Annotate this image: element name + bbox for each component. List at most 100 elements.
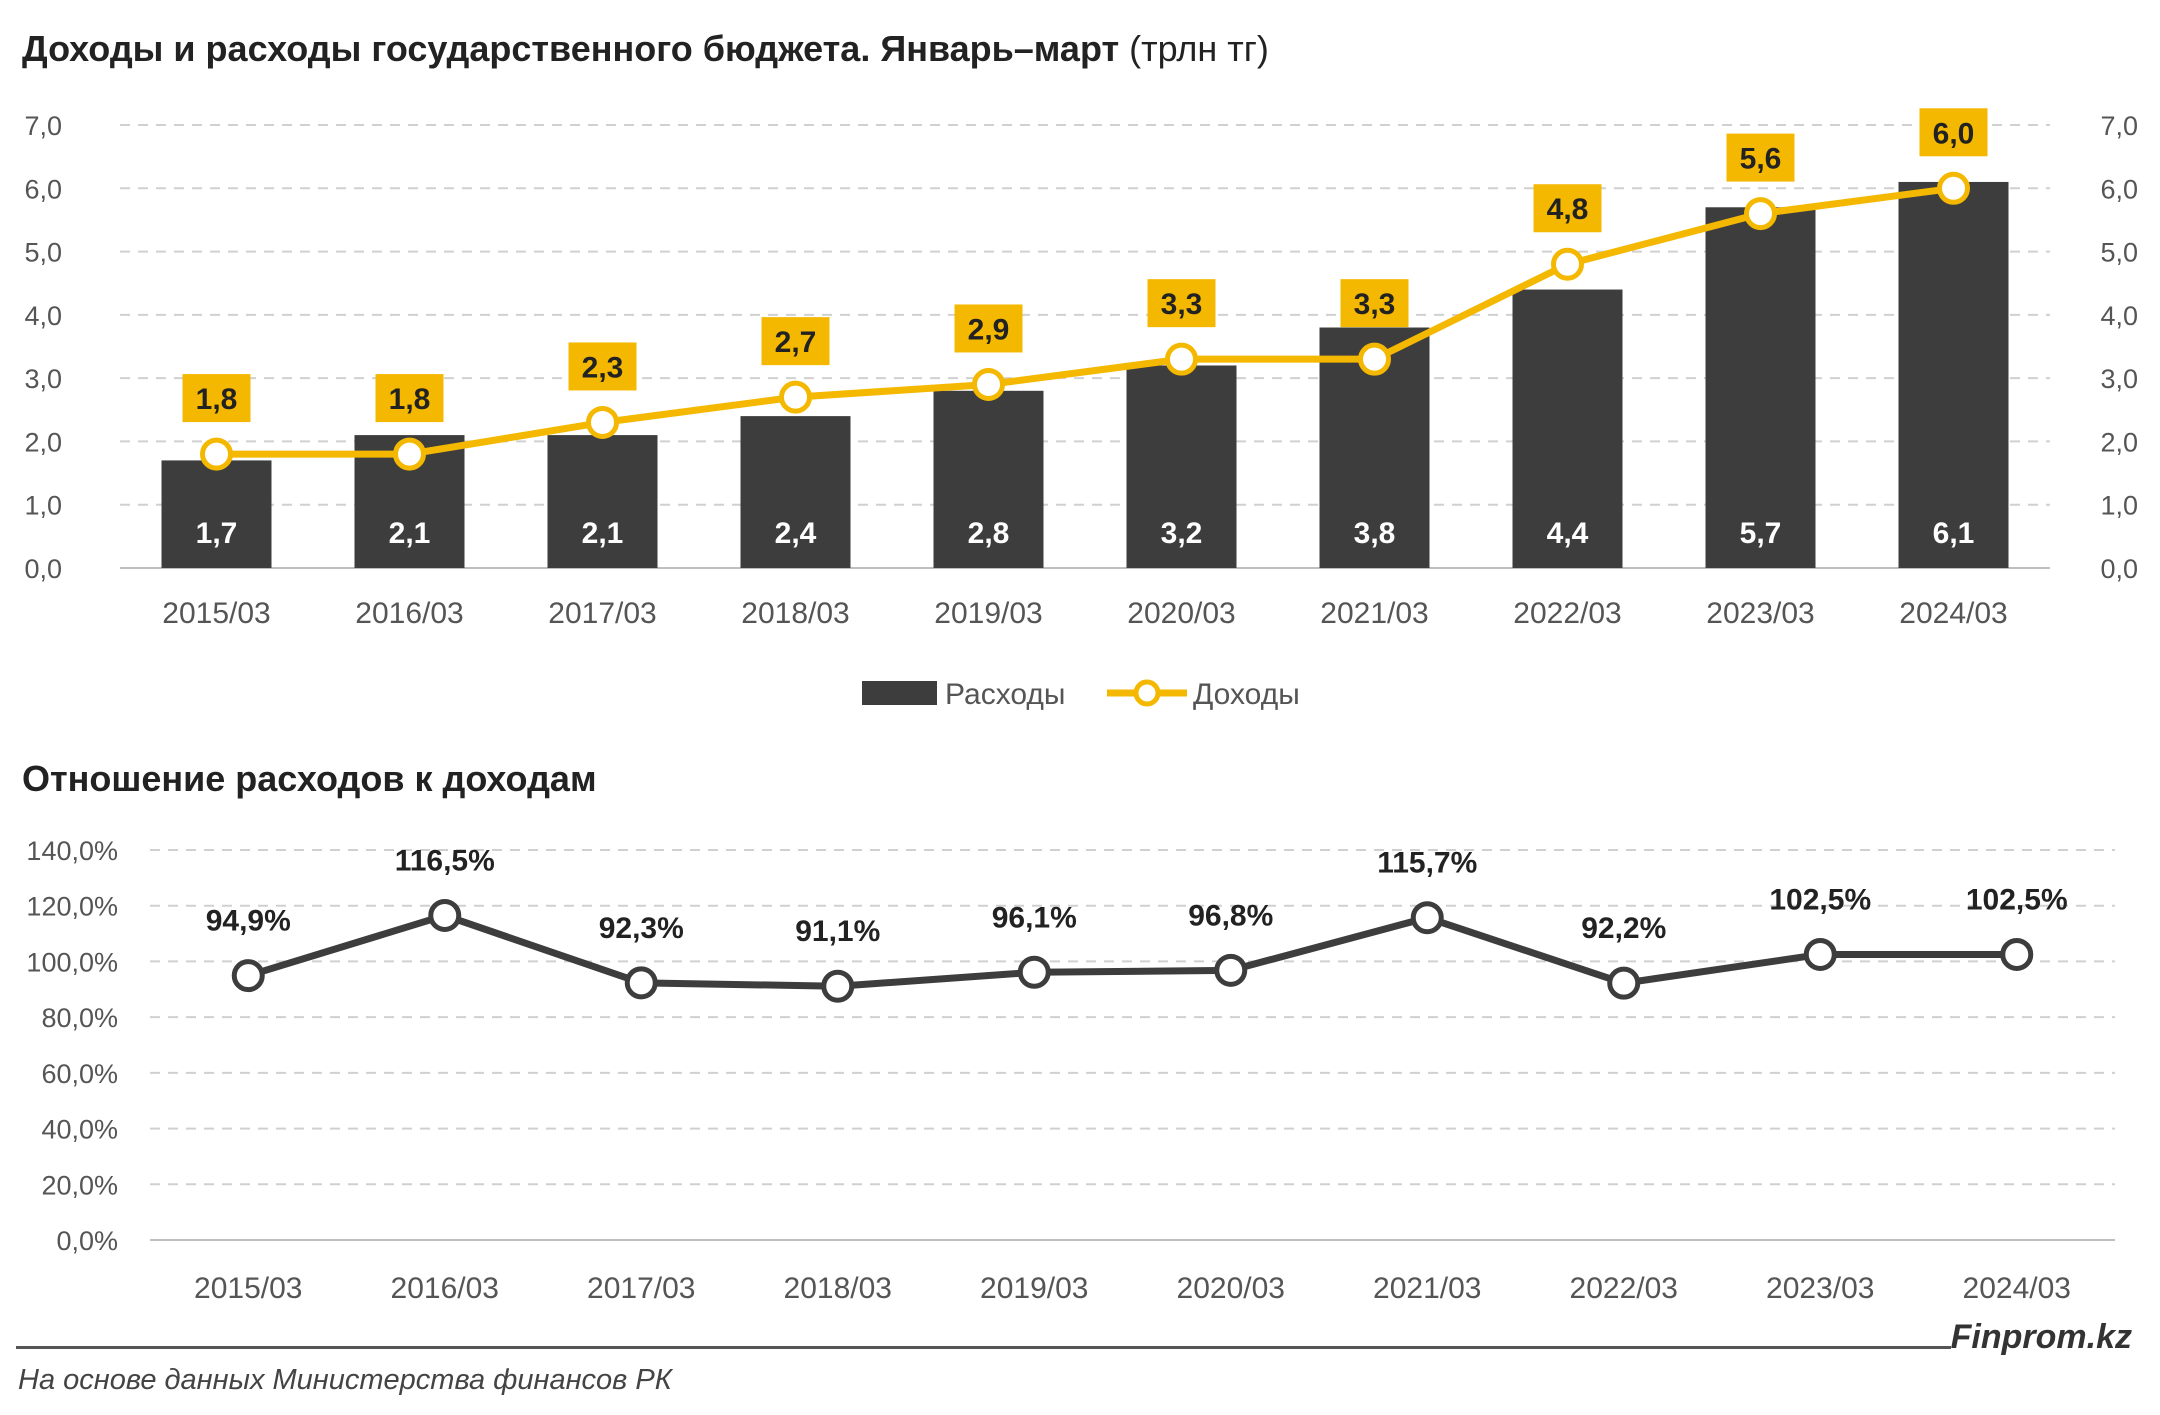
line-value-label: 2,9	[968, 313, 1010, 346]
y-tick-label-left: 5,0	[24, 238, 62, 268]
x-tick-label: 2024/03	[1899, 597, 2007, 630]
line-point-ratio	[231, 959, 265, 993]
legend-label-expenses: Расходы	[945, 678, 1065, 711]
y-tick-label-left: 2,0	[24, 427, 62, 457]
y-tick-label-left: 4,0	[24, 301, 62, 331]
ratio-value-label: 115,7%	[1377, 847, 1477, 880]
x-tick-label: 2020/03	[1177, 1272, 1285, 1305]
line-label-box	[1726, 133, 1795, 182]
bar-expenses	[547, 435, 658, 568]
legend-label-revenues: Доходы	[1193, 678, 1300, 711]
line-point-revenues	[972, 367, 1005, 401]
line-point-ratio	[1803, 937, 1837, 971]
brand-logo-text: Finprom.kz	[1950, 1318, 2132, 1356]
y-tick-label-right: 0,0	[2100, 554, 2138, 584]
bar-expenses	[933, 390, 1044, 568]
bar-value-label: 3,2	[1161, 517, 1203, 550]
line-revenues	[216, 184, 1954, 458]
line-value-label: 3,3	[1354, 288, 1396, 321]
line-label-box	[1147, 279, 1216, 328]
y-tick-label-right: 1,0	[2100, 491, 2138, 521]
chart1-unit: (трлн тг)	[1129, 28, 1269, 69]
y-tick-label-left: 1,0	[24, 491, 62, 521]
line-point-revenues	[586, 405, 619, 439]
line-point-revenues	[779, 380, 812, 414]
x-tick-label: 2022/03	[1513, 597, 1621, 630]
line-point-ratio	[2000, 937, 2034, 971]
x-tick-label: 2023/03	[1766, 1272, 1874, 1305]
bar-value-label: 2,8	[968, 517, 1010, 550]
bar-expenses	[740, 416, 851, 568]
x-tick-label: 2022/03	[1570, 1272, 1678, 1305]
ratio-value-label: 116,5%	[395, 844, 495, 877]
source-note: На основе данных Министерства финансов Р…	[18, 1364, 672, 1396]
bar-value-label: 6,1	[1933, 517, 1975, 550]
y-tick-label: 0,0%	[56, 1226, 118, 1256]
line-point-revenues	[1551, 247, 1584, 281]
x-tick-label: 2016/03	[355, 597, 463, 630]
y-tick-label-right: 7,0	[2100, 111, 2138, 141]
budget-bar-line-chart: 0,0 0,0 1,0 1,0 2,0 2,0 3,0 3,0 4,0 4,0 5,0 5,0 6,0 6…	[24, 108, 2138, 711]
line-point-revenues	[393, 437, 426, 471]
ratio-line-chart: 0,0% 20,0% 40,0% 60,0% 80,0% 100,0% 120,0% 140,…	[26, 836, 2115, 1305]
line-point-revenues	[1165, 342, 1198, 376]
line-value-label: 1,8	[389, 383, 431, 416]
x-tick-label: 2018/03	[741, 597, 849, 630]
ratio-value-label: 91,1%	[795, 915, 880, 948]
line-point-ratio	[821, 969, 855, 1003]
y-tick-label: 100,0%	[26, 947, 118, 977]
line-label-box	[1533, 184, 1602, 233]
line-point-ratio	[1410, 901, 1444, 935]
y-tick-label-left: 3,0	[24, 364, 62, 394]
bar-expenses	[1898, 181, 2009, 568]
ratio-value-label: 96,8%	[1188, 899, 1273, 932]
line-label-box	[375, 374, 444, 423]
ratio-value-label: 92,2%	[1581, 912, 1666, 945]
line-label-box	[761, 317, 830, 366]
y-tick-label-right: 5,0	[2100, 238, 2138, 268]
bar-expenses	[1512, 289, 1623, 568]
x-tick-label: 2015/03	[162, 597, 270, 630]
chart2-title: Отношение расходов к доходам	[22, 758, 597, 799]
line-label-box	[1340, 279, 1409, 328]
y-tick-label: 40,0%	[41, 1115, 118, 1145]
x-tick-label: 2016/03	[391, 1272, 499, 1305]
line-point-ratio	[624, 966, 658, 1000]
bar-value-label: 4,4	[1547, 517, 1589, 550]
line-point-ratio	[428, 898, 462, 932]
x-tick-label: 2015/03	[194, 1272, 302, 1305]
x-tick-label: 2018/03	[784, 1272, 892, 1305]
line-point-ratio	[1017, 955, 1051, 989]
y-tick-label: 80,0%	[41, 1003, 118, 1033]
x-tick-label: 2020/03	[1127, 597, 1235, 630]
x-tick-label: 2019/03	[934, 597, 1042, 630]
y-tick-label-right: 2,0	[2100, 427, 2138, 457]
chart1-title-text: Доходы и расходы государственного бюджет…	[22, 28, 1120, 69]
bar-expenses	[1126, 365, 1237, 568]
line-ratio	[247, 911, 2017, 990]
y-tick-label-right: 4,0	[2100, 301, 2138, 331]
bar-expenses	[161, 460, 272, 568]
bar-value-label: 2,1	[582, 517, 624, 550]
bar-value-label: 2,4	[775, 517, 817, 550]
legend-swatch-expenses	[862, 681, 937, 705]
y-tick-label: 120,0%	[26, 892, 118, 922]
line-point-ratio	[1214, 953, 1248, 987]
bar-value-label: 3,8	[1354, 517, 1396, 550]
x-tick-label: 2021/03	[1320, 597, 1428, 630]
line-value-label: 2,7	[775, 326, 817, 359]
line-value-label: 2,3	[582, 351, 624, 384]
line-point-revenues	[1744, 197, 1777, 231]
ratio-value-label: 92,3%	[599, 912, 684, 945]
line-label-box	[954, 304, 1023, 353]
line-label-box	[1919, 108, 1988, 157]
line-label-box	[568, 342, 637, 391]
y-tick-label: 140,0%	[26, 836, 118, 866]
line-point-revenues	[1937, 171, 1970, 205]
y-tick-label-left: 0,0	[24, 554, 62, 584]
x-tick-label: 2019/03	[980, 1272, 1088, 1305]
bar-expenses	[1705, 207, 1816, 568]
ratio-value-label: 102,5%	[1769, 883, 1871, 916]
line-value-label: 3,3	[1161, 288, 1203, 321]
line-label-box	[182, 374, 251, 423]
